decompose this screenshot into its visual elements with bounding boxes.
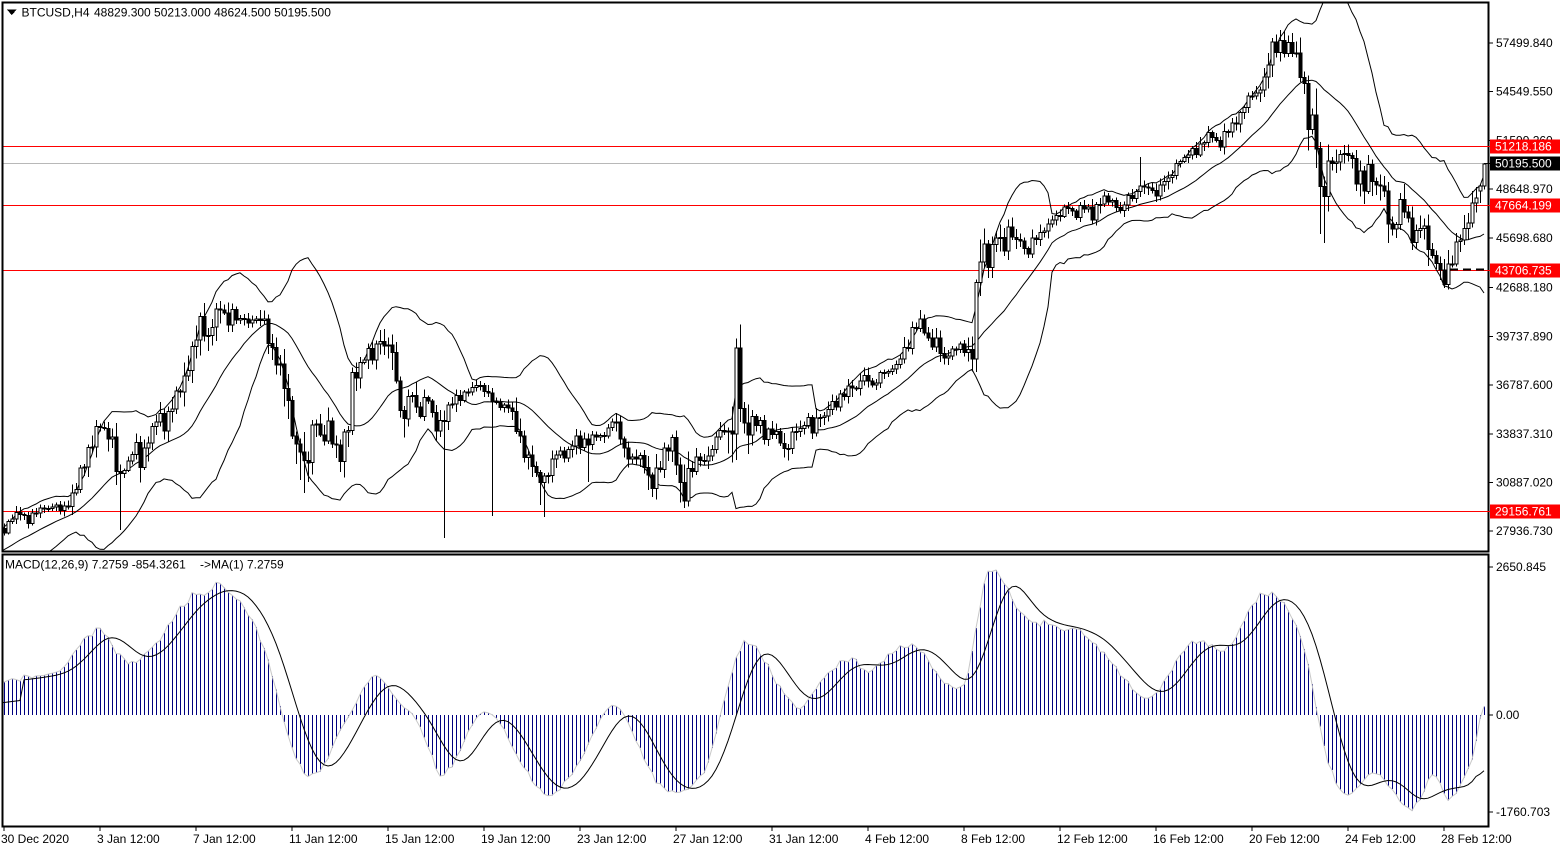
- svg-text:29156.761: 29156.761: [1495, 505, 1552, 519]
- svg-text:8 Feb 12:00: 8 Feb 12:00: [961, 832, 1025, 846]
- svg-text:0.00: 0.00: [1496, 708, 1520, 722]
- svg-text:36787.600: 36787.600: [1496, 378, 1553, 392]
- svg-text:54549.550: 54549.550: [1496, 85, 1553, 99]
- svg-text:20 Feb 12:00: 20 Feb 12:00: [1249, 832, 1320, 846]
- svg-text:27 Jan 12:00: 27 Jan 12:00: [673, 832, 743, 846]
- svg-text:48648.970: 48648.970: [1496, 182, 1553, 196]
- svg-text:2650.845: 2650.845: [1496, 560, 1546, 574]
- svg-text:30 Dec 2020: 30 Dec 2020: [1, 832, 69, 846]
- svg-text:MACD(12,26,9) 7.2759 -854.3261: MACD(12,26,9) 7.2759 -854.3261: [5, 558, 186, 572]
- svg-text:30887.020: 30887.020: [1496, 476, 1553, 490]
- svg-text:12 Feb 12:00: 12 Feb 12:00: [1057, 832, 1128, 846]
- svg-text:57499.840: 57499.840: [1496, 36, 1553, 50]
- svg-text:33837.310: 33837.310: [1496, 427, 1553, 441]
- svg-text:15 Jan 12:00: 15 Jan 12:00: [385, 832, 455, 846]
- svg-text:4 Feb 12:00: 4 Feb 12:00: [865, 832, 929, 846]
- svg-text:47664.199: 47664.199: [1495, 199, 1552, 213]
- svg-text:23 Jan 12:00: 23 Jan 12:00: [577, 832, 647, 846]
- svg-text:3 Jan 12:00: 3 Jan 12:00: [97, 832, 160, 846]
- svg-text:19 Jan 12:00: 19 Jan 12:00: [481, 832, 551, 846]
- svg-text:16 Feb 12:00: 16 Feb 12:00: [1153, 832, 1224, 846]
- svg-text:51218.186: 51218.186: [1495, 140, 1552, 154]
- svg-text:->MA(1) 7.2759: ->MA(1) 7.2759: [200, 558, 284, 572]
- svg-text:28 Feb 12:00: 28 Feb 12:00: [1441, 832, 1512, 846]
- svg-text:31 Jan 12:00: 31 Jan 12:00: [769, 832, 839, 846]
- svg-text:39737.890: 39737.890: [1496, 329, 1553, 343]
- svg-text:11 Jan 12:00: 11 Jan 12:00: [289, 832, 358, 846]
- svg-text:42688.180: 42688.180: [1496, 281, 1553, 295]
- svg-text:48829.300 50213.000 48624.500: 48829.300 50213.000 48624.500 50195.500: [94, 6, 331, 20]
- svg-text:50195.500: 50195.500: [1495, 157, 1552, 171]
- svg-text:24 Feb 12:00: 24 Feb 12:00: [1345, 832, 1416, 846]
- svg-text:7 Jan 12:00: 7 Jan 12:00: [193, 832, 256, 846]
- svg-text:45698.680: 45698.680: [1496, 231, 1553, 245]
- svg-text:43706.735: 43706.735: [1495, 264, 1552, 278]
- svg-text:-1760.703: -1760.703: [1496, 805, 1550, 819]
- svg-text:27936.730: 27936.730: [1496, 524, 1553, 538]
- svg-text:BTCUSD,H4: BTCUSD,H4: [22, 6, 90, 20]
